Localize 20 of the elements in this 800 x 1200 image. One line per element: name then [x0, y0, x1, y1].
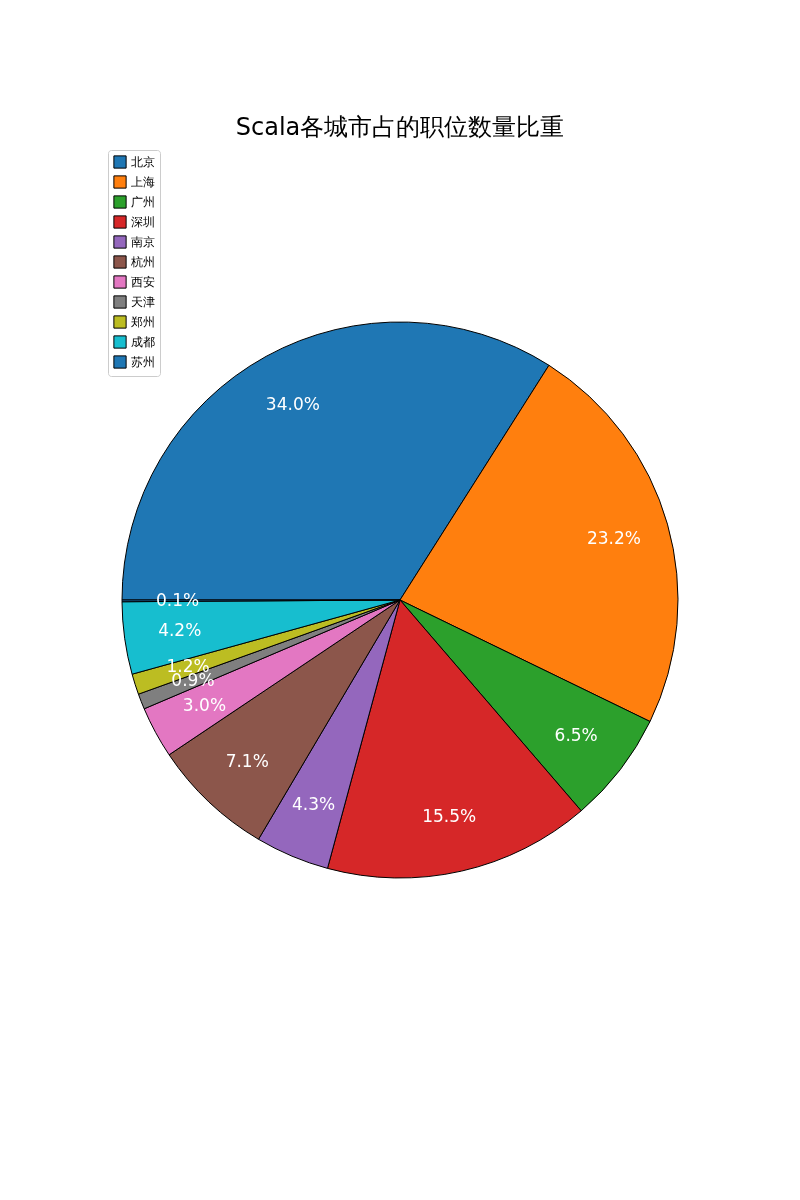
- data-label: 23.2%: [586, 528, 641, 549]
- data-label: 7.1%: [225, 750, 269, 771]
- legend-label: 杭州: [130, 255, 155, 269]
- data-label: 34.0%: [265, 394, 320, 415]
- legend-label: 上海: [131, 175, 155, 189]
- legend-label: 西安: [131, 275, 155, 289]
- legend-label: 深圳: [131, 215, 155, 229]
- data-label: 3.0%: [182, 694, 227, 715]
- data-label: 6.5%: [554, 724, 598, 745]
- legend-label: 天津: [131, 295, 155, 309]
- data-label: 4.2%: [158, 619, 202, 640]
- legend-label: 广州: [131, 195, 155, 209]
- legend-label: 成都: [131, 335, 155, 349]
- data-label: 4.3%: [292, 793, 336, 814]
- chart-title: Scala各城市占的职位数量比重: [235, 113, 565, 141]
- legend-label: 苏州: [131, 355, 155, 369]
- data-label: 15.5%: [422, 805, 477, 826]
- legend-label: 郑州: [131, 315, 155, 329]
- legend-label: 北京: [131, 155, 155, 169]
- legend-label: 南京: [131, 235, 155, 249]
